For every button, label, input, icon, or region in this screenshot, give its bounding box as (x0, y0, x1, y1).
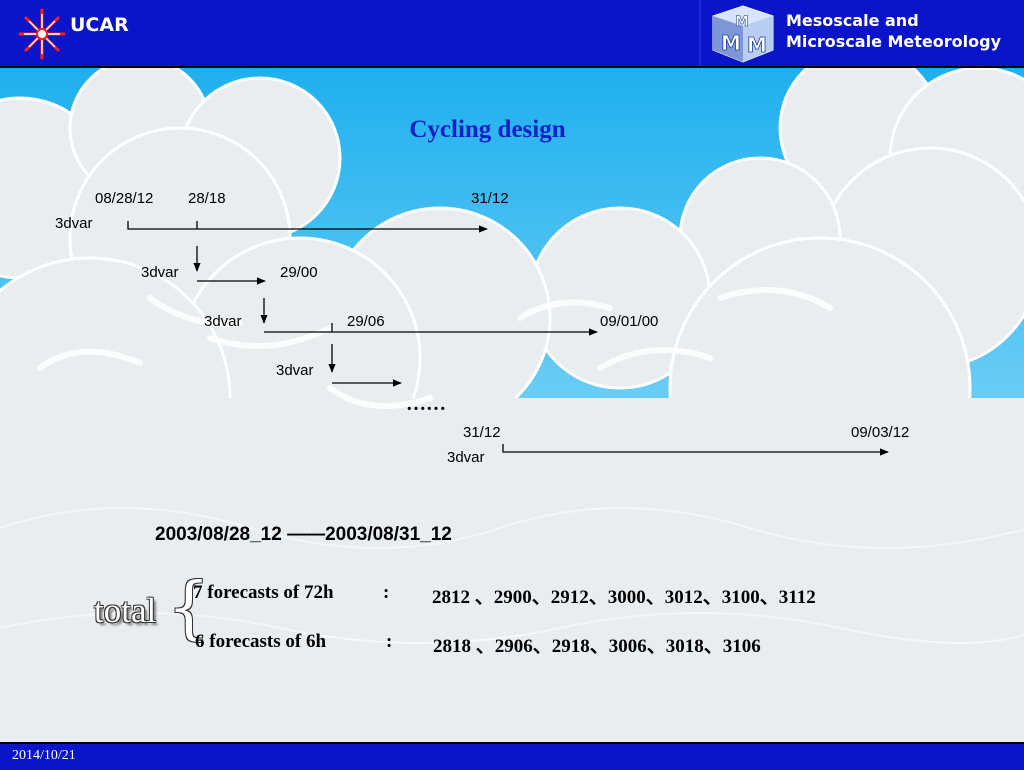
total-label: total (94, 591, 157, 630)
mmm-brand-text: Mesoscale and Microscale Meteorology (786, 10, 1001, 52)
mmm-cube-logo-icon: M M M (712, 5, 774, 63)
date-label-31-12: 31/12 (471, 190, 509, 207)
footer-date: 2014/10/21 (12, 748, 76, 763)
3dvar-label-5: 3dvar (447, 449, 485, 466)
date-label-28-18: 28/18 (188, 190, 226, 207)
3dvar-label-1: 3dvar (55, 215, 93, 232)
mmm-brand-panel: M M M Mesoscale and Microscale Meteorolo… (699, 0, 1024, 66)
date-label-09-01-00: 09/01/00 (600, 313, 659, 330)
forecast-72h-runs: 2812 、2900、2912、3000、3012、3100、3112 (432, 587, 816, 608)
forecast-72h-label: 7 forecasts of 72h (193, 582, 334, 603)
forecast-6h-separator: : (386, 631, 393, 652)
3dvar-label-2: 3dvar (141, 264, 179, 281)
3dvar-label-3: 3dvar (204, 313, 242, 330)
svg-text:M: M (721, 31, 741, 55)
experiment-period: 2003/08/28_12 ——2003/08/31_12 (155, 524, 452, 545)
date-label-start: 08/28/12 (95, 190, 154, 207)
ucar-logo: UCAR (18, 6, 158, 62)
slide-title: Cycling design (409, 116, 566, 143)
ucar-star-icon (18, 8, 66, 60)
forecast-6h-runs: 2818 、2906、2918、3006、3018、3106 (433, 636, 761, 657)
slide-canvas (0, 68, 1024, 742)
cycle-1-forecast-arrow (127, 221, 488, 233)
mmm-brand-line2: Microscale Meteorology (786, 32, 1001, 51)
header-divider (0, 66, 1024, 68)
left-brace: { (167, 569, 211, 648)
date-label-last-31-12: 31/12 (463, 424, 501, 441)
3dvar-label-4: 3dvar (276, 362, 314, 379)
forecast-72h-separator: : (383, 582, 390, 603)
svg-text:M: M (735, 14, 749, 30)
date-label-09-03-12: 09/03/12 (851, 424, 910, 441)
header-bar: UCAR M M M Mesoscale and Microscale Mete… (0, 0, 1024, 68)
continuation-ellipsis: …… (406, 393, 446, 415)
date-label-29-00: 29/00 (280, 264, 318, 281)
cloud-sky-background (0, 68, 1024, 742)
svg-text:M: M (747, 33, 767, 57)
date-label-29-06: 29/06 (347, 313, 385, 330)
cycle-last-forecast-arrow (502, 444, 889, 456)
forecast-6h-label: 6 forecasts of 6h (195, 631, 327, 652)
footer-bar: 2014/10/21 (0, 742, 1024, 770)
mmm-brand-line1: Mesoscale and (786, 11, 919, 30)
ucar-wordmark: UCAR (70, 14, 129, 36)
